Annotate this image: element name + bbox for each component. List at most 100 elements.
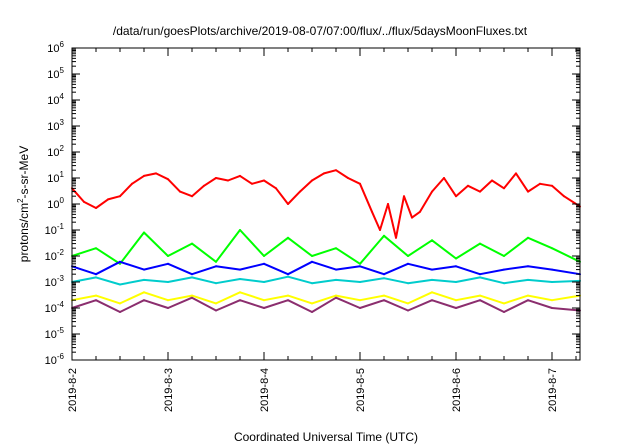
data-point xyxy=(215,265,217,268)
y-axis-title-suffix: -s-sr-MeV xyxy=(17,146,31,199)
data-point xyxy=(467,184,469,187)
x-axis-title: Coordinated Universal Time (UTC) xyxy=(234,430,418,444)
data-point xyxy=(359,307,361,309)
x-axis: 2019-8-2 2019-8-3 2019-8-4 2019-8-5 2019-8-6… xyxy=(67,48,577,412)
y-tick-label: 10-3 xyxy=(45,274,65,289)
x-tick-label: 2019-8-6 xyxy=(451,368,463,412)
series-6 xyxy=(71,296,581,313)
data-point xyxy=(479,242,481,245)
data-point xyxy=(83,200,85,203)
data-point xyxy=(179,190,181,193)
data-point xyxy=(503,268,505,271)
data-point xyxy=(479,273,481,276)
data-point xyxy=(383,294,385,297)
data-point xyxy=(191,195,193,198)
data-point xyxy=(251,182,253,185)
data-point xyxy=(239,229,241,231)
data-point xyxy=(263,262,265,265)
y-tick-base: 10 xyxy=(45,251,57,263)
data-point xyxy=(143,299,145,302)
data-point xyxy=(167,255,169,257)
data-point xyxy=(563,195,565,198)
y-axis-title: protons/cm2-s-sr-MeV xyxy=(16,146,31,262)
data-point xyxy=(167,262,169,265)
data-point xyxy=(203,184,205,187)
data-point xyxy=(143,291,145,294)
data-point xyxy=(263,255,265,257)
data-point xyxy=(263,307,265,309)
y-tick-base: 10 xyxy=(45,329,57,341)
data-point xyxy=(311,260,313,263)
data-point xyxy=(431,239,433,242)
y-tick-exponent: 5 xyxy=(60,66,65,75)
data-point xyxy=(431,299,433,302)
y-tick-exponent: -1 xyxy=(57,222,65,231)
y-tick-base: 10 xyxy=(47,173,59,185)
data-point xyxy=(443,177,445,179)
data-point xyxy=(167,299,169,302)
data-point xyxy=(403,195,405,198)
data-point xyxy=(95,247,97,250)
data-point xyxy=(455,307,457,309)
data-point xyxy=(551,299,553,302)
y-tick-exponent: -5 xyxy=(57,326,65,335)
data-point xyxy=(503,302,505,305)
data-point xyxy=(239,291,241,294)
y-tick-label: 104 xyxy=(47,92,64,107)
data-point xyxy=(455,281,457,283)
data-point xyxy=(551,307,553,309)
data-point xyxy=(287,299,289,302)
y-tick-exponent: 6 xyxy=(60,40,65,49)
y-axis: 10-610-510-410-310-210-11001011021031041… xyxy=(45,40,580,367)
data-point xyxy=(539,182,541,185)
data-point xyxy=(119,262,121,265)
data-point xyxy=(491,179,493,182)
data-point xyxy=(95,276,97,279)
data-point xyxy=(287,236,289,239)
data-point xyxy=(287,273,289,276)
data-point xyxy=(275,187,277,190)
series-line xyxy=(71,229,581,265)
y-tick-exponent: -2 xyxy=(57,248,65,257)
data-point xyxy=(527,265,529,268)
data-point xyxy=(455,195,457,198)
data-point xyxy=(379,229,381,231)
data-point xyxy=(419,210,421,213)
series-line xyxy=(71,296,581,313)
y-tick-label: 10-1 xyxy=(45,222,65,237)
data-point xyxy=(503,282,505,285)
data-point xyxy=(479,276,481,279)
data-point xyxy=(395,236,397,239)
y-tick-base: 10 xyxy=(47,199,59,211)
data-point xyxy=(119,283,121,286)
data-point xyxy=(431,190,433,193)
data-point xyxy=(479,190,481,193)
data-point xyxy=(551,184,553,187)
data-point xyxy=(407,255,409,257)
data-point xyxy=(455,265,457,268)
data-point xyxy=(359,299,361,302)
y-tick-base: 10 xyxy=(47,95,59,107)
series-5 xyxy=(71,291,581,305)
y-axis-title-sup: 2 xyxy=(16,198,25,203)
data-point xyxy=(95,294,97,297)
y-tick-label: 10-2 xyxy=(45,248,65,263)
data-point xyxy=(155,172,157,175)
x-tick-label: 2019-8-7 xyxy=(547,368,559,412)
data-point xyxy=(227,179,229,182)
data-point xyxy=(311,302,313,305)
series-line xyxy=(71,275,581,286)
y-tick-label: 102 xyxy=(47,144,64,159)
data-point xyxy=(131,182,133,185)
data-point xyxy=(215,260,217,263)
series-3 xyxy=(71,260,581,276)
data-point xyxy=(119,260,121,263)
data-point xyxy=(239,174,241,177)
x-tick-label: 2019-8-2 xyxy=(67,368,79,412)
data-point xyxy=(143,268,145,271)
data-point xyxy=(527,190,529,193)
data-point xyxy=(383,299,385,302)
data-point xyxy=(347,177,349,179)
